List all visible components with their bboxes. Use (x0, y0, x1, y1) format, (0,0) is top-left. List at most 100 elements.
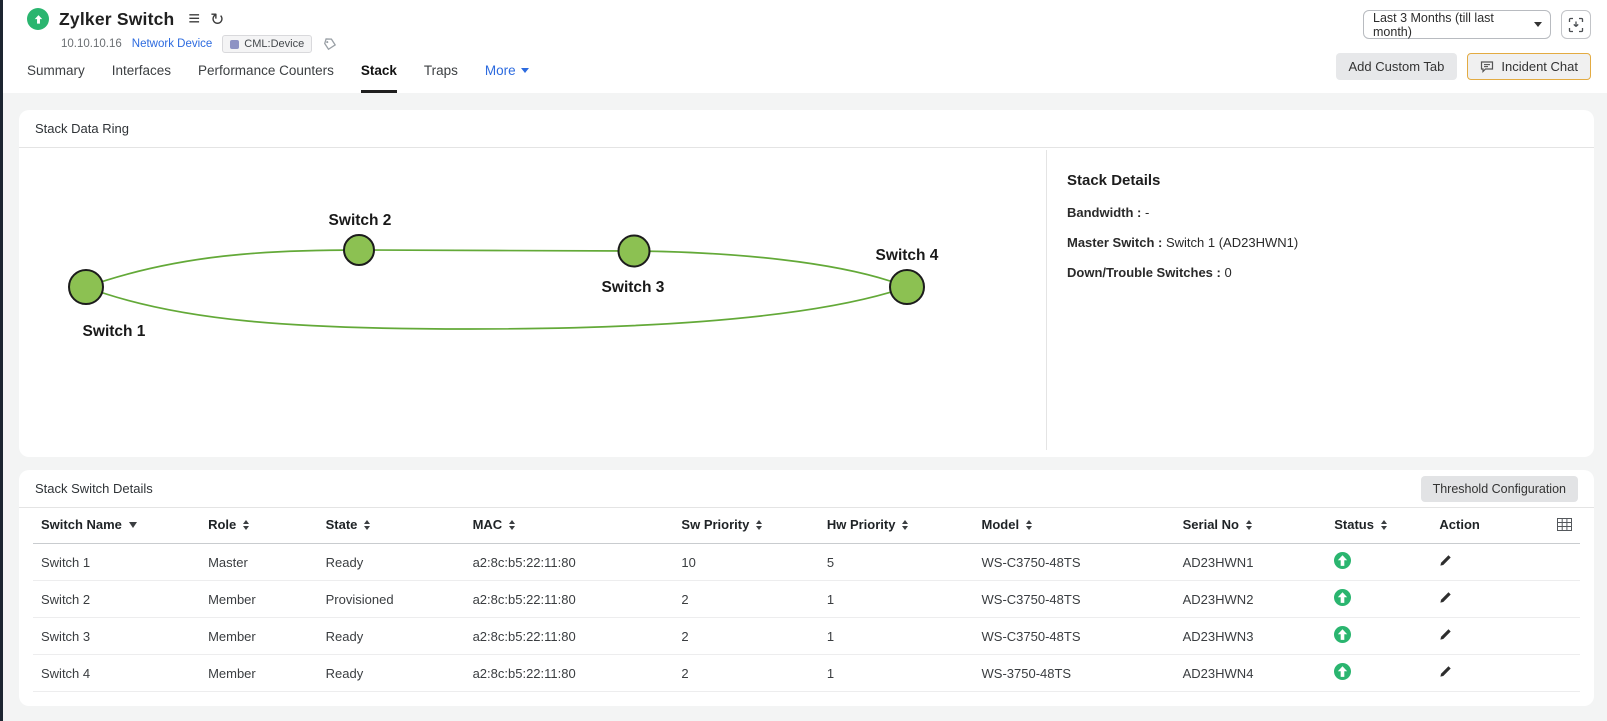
device-tag-chip[interactable]: CML:Device (222, 35, 313, 53)
stack-switch-table: Switch Name Role State MAC Sw Priority Hw Pri… (33, 508, 1580, 692)
tag-icon[interactable] (322, 37, 337, 52)
more-label: More (484, 63, 516, 78)
column-header-sw_priority[interactable]: Sw Priority (673, 508, 819, 544)
edit-icon[interactable] (1439, 591, 1452, 604)
column-label: Role (208, 517, 237, 532)
device-up-status-icon (27, 8, 49, 30)
column-label: Hw Priority (826, 517, 896, 532)
sort-icon[interactable] (1380, 519, 1387, 530)
cell-serial_no: AD23HWN2 (1174, 580, 1327, 618)
column-header-hw_priority[interactable]: Hw Priority (818, 508, 974, 544)
period-selector-value: Last 3 Months (till last month) (1373, 10, 1494, 39)
cell-name: Switch 3 (33, 617, 201, 655)
sort-icon[interactable] (364, 519, 371, 530)
tab-stack[interactable]: Stack (360, 63, 397, 93)
column-header-serial_no[interactable]: Serial No (1174, 508, 1327, 544)
column-header-role[interactable]: Role (200, 508, 318, 544)
tab-interfaces[interactable]: Interfaces (111, 63, 172, 78)
status-up-icon (1334, 626, 1352, 643)
cell-action (1431, 580, 1580, 618)
column-header-name[interactable]: Switch Name (33, 508, 201, 544)
cell-mac: a2:8c:b5:22:11:80 (464, 617, 674, 655)
refresh-icon[interactable]: ↻ (210, 9, 225, 29)
cell-action (1431, 617, 1580, 655)
stack-details-panel: Stack Details Bandwidth : - Master Switc… (1046, 150, 1594, 450)
cell-model: WS-C3750-48TS (973, 580, 1175, 618)
ring-link-top (85, 249, 908, 288)
edit-icon[interactable] (1439, 628, 1452, 641)
table-row: Switch 4 Member Ready a2:8c:b5:22:11:80 2 1 WS… (33, 654, 1580, 692)
column-label: Status (1334, 517, 1374, 532)
edit-icon[interactable] (1439, 665, 1452, 678)
sort-icon[interactable] (902, 519, 909, 530)
chevron-down-icon (1534, 22, 1542, 27)
cell-state: Provisioned (317, 580, 465, 618)
status-up-icon (1334, 589, 1352, 606)
incident-chat-button[interactable]: Incident Chat (1467, 53, 1591, 80)
bandwidth-detail: Bandwidth : - (1067, 205, 1150, 220)
tag-color-swatch (230, 39, 240, 49)
cell-role: Master (200, 543, 318, 581)
switch-node-2[interactable]: Switch 2 (329, 212, 392, 266)
tab-traps[interactable]: Traps (423, 63, 458, 78)
export-snapshot-button[interactable] (1561, 10, 1591, 39)
column-header-model[interactable]: Model (973, 508, 1175, 544)
cell-status (1326, 580, 1432, 618)
sort-desc-icon[interactable] (128, 521, 137, 528)
threshold-configuration-button[interactable]: Threshold Configuration (1420, 475, 1578, 502)
table-row: Switch 1 Master Ready a2:8c:b5:22:11:80 10 5 W… (33, 543, 1580, 581)
switch-node-1[interactable]: Switch 1 (68, 269, 146, 340)
sort-icon[interactable] (1245, 519, 1252, 530)
sort-icon[interactable] (756, 519, 763, 530)
chat-bubble-icon (1480, 60, 1494, 73)
switch-node-label: Switch 3 (602, 279, 665, 296)
stack-ring-diagram: Switch 1 Switch 2 Switch 3 Switch 4 (68, 212, 939, 340)
column-header-mac[interactable]: MAC (464, 508, 674, 544)
tab-more-dropdown[interactable]: More (485, 63, 529, 93)
table-body: Switch 1 Master Ready a2:8c:b5:22:11:80 10 5 W… (33, 543, 1580, 692)
cell-hw_priority: 1 (818, 580, 974, 618)
cell-serial_no: AD23HWN1 (1174, 543, 1327, 581)
cell-status (1326, 543, 1432, 581)
sort-icon[interactable] (1026, 519, 1033, 530)
cell-action (1431, 654, 1580, 692)
add-custom-tab-button[interactable]: Add Custom Tab (1335, 53, 1458, 80)
edit-icon[interactable] (1439, 554, 1452, 567)
tab-bar: Summary Interfaces Performance Counters Sta… (27, 57, 529, 93)
sort-icon[interactable] (243, 519, 250, 530)
cell-serial_no: AD23HWN3 (1174, 617, 1327, 655)
cell-role: Member (200, 580, 318, 618)
tab-performance-counters[interactable]: Performance Counters (198, 63, 334, 78)
cell-name: Switch 1 (33, 543, 201, 581)
column-header-state[interactable]: State (317, 508, 465, 544)
stack-details-title: Stack Details (1067, 172, 1161, 189)
column-header-status[interactable]: Status (1326, 508, 1432, 544)
device-type-link[interactable]: Network Device (131, 38, 213, 50)
cell-state: Ready (317, 543, 465, 581)
cell-role: Member (200, 654, 318, 692)
ring-link-bottom (85, 286, 908, 330)
cell-mac: a2:8c:b5:22:11:80 (464, 654, 674, 692)
cell-mac: a2:8c:b5:22:11:80 (464, 580, 674, 618)
switch-node-label: Switch 4 (876, 247, 939, 264)
cell-sw_priority: 2 (673, 580, 819, 618)
period-selector-dropdown[interactable]: Last 3 Months (till last month) (1363, 10, 1551, 39)
column-header-action[interactable]: Action (1431, 508, 1580, 544)
column-label: Action (1439, 517, 1480, 532)
switch-node-3[interactable]: Switch 3 (602, 234, 665, 297)
cell-mac: a2:8c:b5:22:11:80 (464, 543, 674, 581)
cell-status (1326, 654, 1432, 692)
column-chooser-icon[interactable] (1557, 518, 1572, 531)
menu-icon[interactable]: ≡ (188, 8, 201, 30)
column-label: Model (981, 517, 1020, 532)
status-up-icon (1334, 552, 1352, 569)
cell-name: Switch 2 (33, 580, 201, 618)
sort-icon[interactable] (509, 519, 516, 530)
column-label: Serial No (1182, 517, 1239, 532)
cell-hw_priority: 1 (818, 617, 974, 655)
tab-summary[interactable]: Summary (27, 63, 85, 78)
column-label: State (325, 517, 358, 532)
switch-node-4[interactable]: Switch 4 (876, 247, 939, 305)
down-trouble-detail: Down/Trouble Switches : 0 (1067, 265, 1232, 280)
